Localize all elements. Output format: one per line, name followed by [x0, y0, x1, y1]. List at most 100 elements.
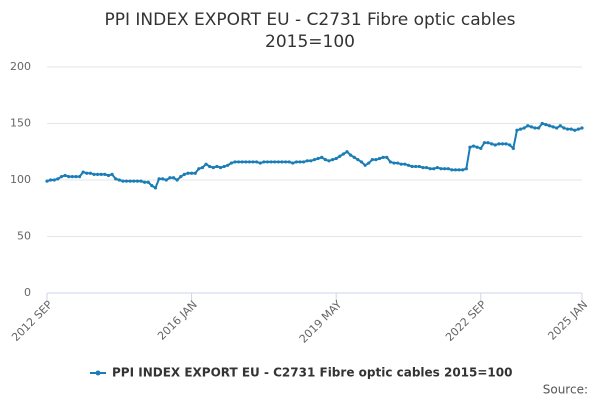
point [182, 172, 186, 176]
point [81, 170, 85, 174]
point [352, 155, 356, 159]
point [77, 175, 82, 179]
point [56, 177, 60, 181]
point [338, 154, 342, 158]
point [121, 179, 125, 183]
point [168, 176, 172, 180]
point [493, 143, 497, 147]
point [399, 162, 403, 166]
point [276, 160, 280, 164]
point [432, 167, 436, 171]
point [298, 160, 302, 164]
point [312, 158, 317, 162]
point [124, 179, 129, 183]
point [515, 128, 519, 132]
y-tick-label: 0 [24, 286, 31, 299]
chart-subtitle: 2015=100 [265, 32, 355, 52]
point [576, 127, 580, 131]
chart-title: PPI INDEX EXPORT EU - C2731 Fibre optic … [104, 10, 515, 30]
point [161, 177, 165, 181]
point [529, 125, 533, 129]
point [558, 124, 562, 128]
point [406, 163, 411, 167]
point [461, 168, 465, 172]
point [110, 172, 114, 176]
point [255, 160, 259, 164]
point [150, 184, 154, 188]
point [85, 171, 89, 175]
point [392, 161, 396, 165]
point [52, 178, 56, 182]
point [349, 153, 353, 157]
point [240, 160, 244, 164]
point [410, 164, 414, 169]
point [258, 161, 262, 165]
point [475, 145, 479, 149]
point [439, 167, 443, 171]
point [370, 158, 374, 162]
x-tick-label: 2025 JAN [545, 298, 590, 343]
point [497, 142, 501, 146]
point [157, 177, 161, 181]
point [363, 163, 367, 167]
point [197, 167, 201, 171]
point [341, 152, 346, 156]
point [99, 172, 103, 176]
point [359, 160, 364, 164]
point [356, 158, 360, 162]
point [381, 155, 385, 159]
point [508, 143, 512, 147]
point [273, 160, 277, 164]
point [479, 146, 483, 150]
point [540, 121, 544, 126]
point [283, 160, 288, 164]
point [226, 163, 230, 167]
point [305, 159, 309, 163]
point [215, 164, 219, 169]
point [208, 164, 212, 169]
point [204, 162, 208, 166]
point [92, 172, 96, 176]
point [414, 164, 418, 169]
point [164, 178, 168, 182]
point [244, 160, 248, 164]
point [222, 164, 226, 169]
legend-label: PPI INDEX EXPORT EU - C2731 Fibre optic … [112, 366, 512, 380]
point [88, 171, 92, 175]
point [146, 180, 150, 184]
point [385, 155, 389, 159]
point [247, 160, 252, 164]
point [171, 176, 176, 180]
point [573, 128, 577, 132]
point [139, 179, 143, 183]
point [251, 160, 255, 164]
point [143, 180, 147, 184]
point [580, 126, 584, 130]
point [323, 158, 327, 162]
point [63, 173, 67, 178]
point [117, 178, 121, 182]
point [421, 165, 425, 170]
point [551, 125, 555, 129]
point [334, 156, 338, 161]
point [179, 175, 183, 179]
point [555, 126, 559, 130]
point [106, 173, 111, 178]
source: Source: [543, 383, 588, 397]
point [265, 160, 270, 164]
point [294, 160, 299, 164]
x-tick-label: 2012 SEP [9, 298, 55, 344]
point [233, 160, 237, 164]
point [490, 142, 494, 146]
point [70, 175, 74, 179]
point [200, 165, 205, 170]
y-tick-label: 150 [10, 117, 31, 130]
point [417, 164, 421, 169]
y-tick-label: 100 [10, 173, 31, 186]
point [45, 179, 49, 183]
point [229, 161, 233, 165]
point [544, 123, 548, 127]
point [482, 141, 486, 145]
point [526, 124, 530, 128]
point [262, 160, 266, 164]
